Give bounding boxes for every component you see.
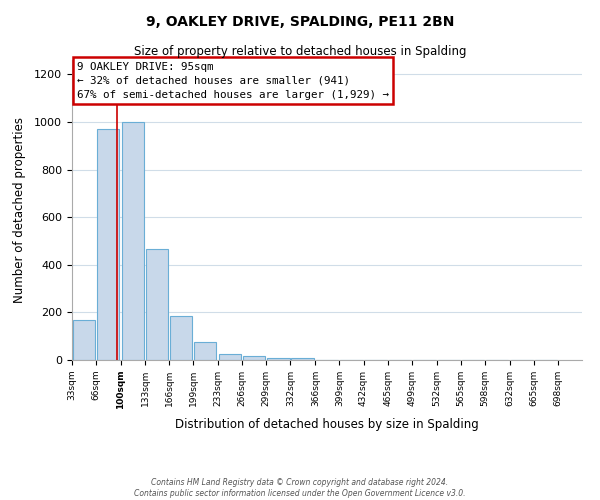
Bar — [194, 342, 217, 360]
Bar — [146, 250, 168, 360]
Text: Contains HM Land Registry data © Crown copyright and database right 2024.
Contai: Contains HM Land Registry data © Crown c… — [134, 478, 466, 498]
Bar — [219, 354, 241, 360]
Bar — [292, 358, 314, 360]
Bar — [268, 358, 290, 360]
Text: 9 OAKLEY DRIVE: 95sqm
← 32% of detached houses are smaller (941)
67% of semi-det: 9 OAKLEY DRIVE: 95sqm ← 32% of detached … — [77, 62, 389, 100]
Bar — [122, 122, 144, 360]
Text: 9, OAKLEY DRIVE, SPALDING, PE11 2BN: 9, OAKLEY DRIVE, SPALDING, PE11 2BN — [146, 15, 454, 29]
X-axis label: Distribution of detached houses by size in Spalding: Distribution of detached houses by size … — [175, 418, 479, 430]
Bar — [170, 316, 193, 360]
Bar — [243, 356, 265, 360]
Text: Size of property relative to detached houses in Spalding: Size of property relative to detached ho… — [134, 45, 466, 58]
Y-axis label: Number of detached properties: Number of detached properties — [13, 117, 26, 303]
Bar — [97, 129, 119, 360]
Bar — [73, 320, 95, 360]
